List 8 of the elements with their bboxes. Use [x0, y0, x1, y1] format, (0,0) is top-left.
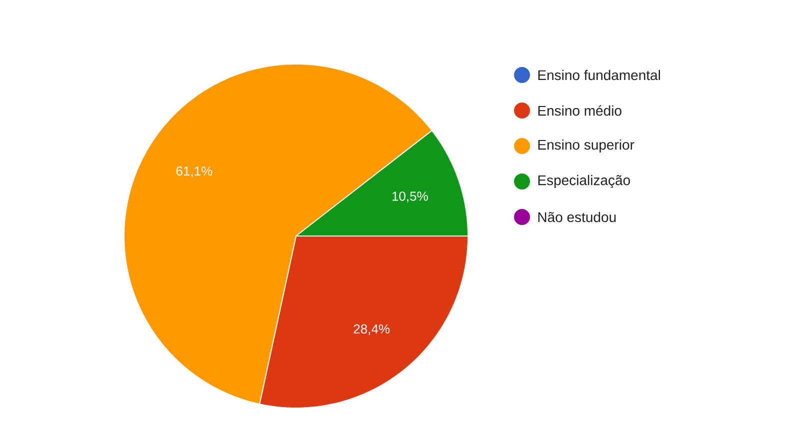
- legend-label: Não estudou: [538, 212, 616, 222]
- legend-label: Ensino fundamental: [538, 70, 660, 80]
- legend-label: Especialização: [538, 174, 630, 188]
- legend-label: Ensino superior: [538, 139, 634, 153]
- data-label: 61,1%: [176, 166, 212, 178]
- data-label: 28,4%: [354, 324, 390, 336]
- data-label: 10,5%: [392, 192, 428, 202]
- legend-label: Ensino médio: [538, 105, 622, 116]
